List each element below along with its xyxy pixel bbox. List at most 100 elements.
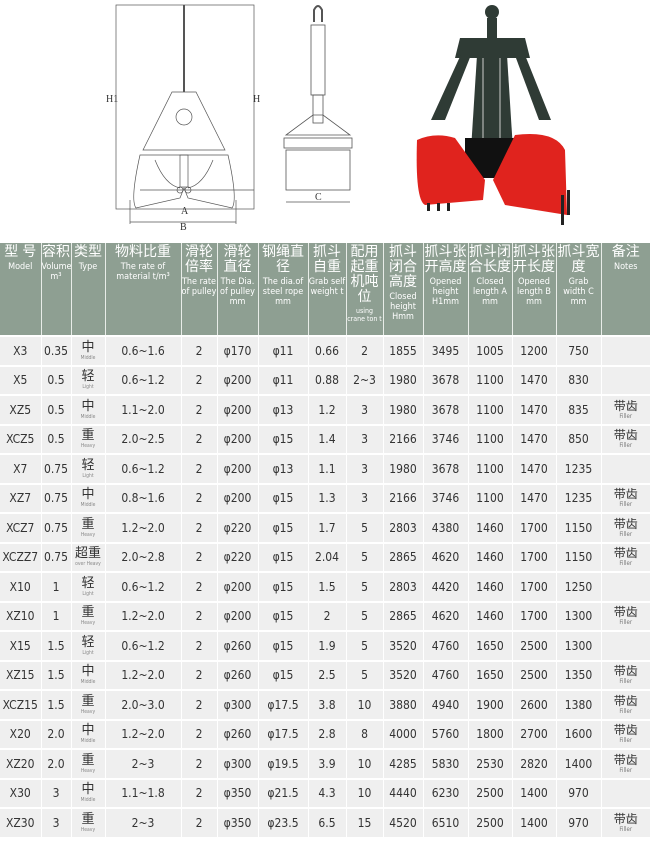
cell-closed-l: 2500 xyxy=(467,807,512,837)
column-header-cn: 配用起重机吨位 xyxy=(350,244,379,305)
note-en: Filler xyxy=(619,825,633,833)
note-en: Filler xyxy=(619,737,633,745)
type-cn: 重 xyxy=(81,693,95,709)
cell-model: X5 xyxy=(0,364,41,395)
cell-pulley-rate: 2 xyxy=(180,777,217,808)
cell-notes: 带齿 Filler xyxy=(600,748,650,779)
cell-material: 1.2~2.0 xyxy=(104,659,181,690)
type-cn: 中 xyxy=(81,339,95,355)
cell-rope-dia: φ11 xyxy=(257,335,308,366)
cell-pulley-rate: 2 xyxy=(180,718,217,749)
cell-type: 重 Heavy xyxy=(70,423,105,454)
cell-opened-l: 2820 xyxy=(511,748,556,779)
cell-model: XZ20 xyxy=(0,748,41,779)
cell-material: 2~3 xyxy=(104,807,181,837)
column-header: 抓斗自重 Grab self weight t xyxy=(307,243,346,336)
cell-model: XCZZ7 xyxy=(0,541,41,572)
type-en: Heavy xyxy=(80,767,96,774)
cell-opened-l: 1470 xyxy=(511,453,556,484)
cell-pulley-rate: 2 xyxy=(180,600,217,631)
cell-rope-dia: φ11 xyxy=(257,364,308,395)
column-header: 物料比重 The rate of material t/m³ xyxy=(104,243,181,336)
cell-model: X20 xyxy=(0,718,41,749)
type-cn: 超重 xyxy=(74,546,101,562)
cell-rope-dia: φ15 xyxy=(257,512,308,543)
cell-closed-h: 2865 xyxy=(382,541,423,572)
cell-pulley-dia: φ200 xyxy=(216,423,258,454)
cell-closed-l: 2530 xyxy=(467,748,512,779)
cell-closed-l: 2500 xyxy=(467,777,512,808)
cell-crane: 2 xyxy=(345,335,383,366)
cell-notes: 带齿 Filler xyxy=(600,689,650,720)
table-row: XCZ5 0.5 重 Heavy 2.0~2.5 2 φ200 φ15 1.4 3 2166 3746… xyxy=(0,423,650,454)
column-header: 抓斗闭合长度 Closed length A mm xyxy=(467,243,512,336)
table-row: X3 0.35 中 Middle 0.6~1.6 2 φ170 φ11 0.66 2 1855 349… xyxy=(0,335,650,366)
cell-width: 750 xyxy=(555,335,601,366)
cell-weight: 1.2 xyxy=(307,394,346,425)
type-en: Light xyxy=(82,384,94,391)
column-header-cn: 抓斗自重 xyxy=(313,244,341,275)
column-header: 滑轮直径 The Dia. of pulley mm xyxy=(216,243,258,336)
cell-material: 0.6~1.2 xyxy=(104,571,181,602)
type-en: Light xyxy=(82,590,94,597)
cell-opened-h: 5760 xyxy=(422,718,468,749)
cell-type: 轻 Light xyxy=(70,364,105,395)
cell-model: XCZ7 xyxy=(0,512,41,543)
cell-type: 超重 over Heavy xyxy=(70,541,105,572)
table-row: XCZ7 0.75 重 Heavy 1.2~2.0 2 φ220 φ15 1.7 5 2803 438… xyxy=(0,512,650,543)
cell-opened-h: 3678 xyxy=(422,394,468,425)
cell-material: 2.0~3.0 xyxy=(104,689,181,720)
cell-weight: 1.5 xyxy=(307,571,346,602)
cell-opened-l: 2700 xyxy=(511,718,556,749)
cell-pulley-dia: φ200 xyxy=(216,482,258,513)
type-cn: 轻 xyxy=(81,575,95,591)
cell-opened-l: 2500 xyxy=(511,630,556,661)
column-header-en: Grab width C mm xyxy=(563,277,594,307)
cell-opened-l: 2500 xyxy=(511,659,556,690)
cell-opened-l: 2600 xyxy=(511,689,556,720)
table-row: XZ20 2.0 重 Heavy 2~3 2 φ300 φ19.5 3.9 10 4285 5830 2… xyxy=(0,748,650,779)
dim-label-h1: H1 xyxy=(106,94,118,105)
cell-width: 1400 xyxy=(555,748,601,779)
cell-volume: 3 xyxy=(40,777,71,808)
table-row: XZ30 3 重 Heavy 2~3 2 φ350 φ23.5 6.5 15 4520 6510 250… xyxy=(0,807,650,837)
cell-pulley-dia: φ200 xyxy=(216,600,258,631)
cell-width: 1250 xyxy=(555,571,601,602)
cell-volume: 0.75 xyxy=(40,453,71,484)
cell-opened-h: 4940 xyxy=(422,689,468,720)
cell-model: X3 xyxy=(0,335,41,366)
note-cn: 带齿 xyxy=(613,693,638,708)
table-header-row: 型 号 Model 容积 Volume m³ 类型 Type 物料比重 The rate of… xyxy=(0,243,650,336)
column-header: 抓斗宽度 Grab width C mm xyxy=(555,243,601,336)
column-header-cn: 抓斗张开高度 xyxy=(424,244,467,275)
cell-pulley-dia: φ260 xyxy=(216,718,258,749)
cell-weight: 2.8 xyxy=(307,718,346,749)
cell-crane: 10 xyxy=(345,689,383,720)
cell-rope-dia: φ15 xyxy=(257,423,308,454)
note-cn: 带齿 xyxy=(613,752,638,767)
cell-model: X15 xyxy=(0,630,41,661)
cell-opened-l: 1470 xyxy=(511,364,556,395)
cell-width: 1300 xyxy=(555,600,601,631)
column-header: 抓斗张开长度 Opened length B mm xyxy=(511,243,556,336)
type-en: Middle xyxy=(80,679,96,686)
cell-weight: 4.3 xyxy=(307,777,346,808)
cell-pulley-rate: 2 xyxy=(180,748,217,779)
cell-model: XZ5 xyxy=(0,394,41,425)
type-cn: 中 xyxy=(81,487,95,503)
specification-table: 型 号 Model 容积 Volume m³ 类型 Type 物料比重 The rate of… xyxy=(0,243,650,837)
cell-closed-h: 1980 xyxy=(382,364,423,395)
cell-model: XZ15 xyxy=(0,659,41,690)
cell-volume: 0.75 xyxy=(40,512,71,543)
table-row: XCZ15 1.5 重 Heavy 2.0~3.0 2 φ300 φ17.5 3.8 10 3880… xyxy=(0,689,650,720)
cell-notes xyxy=(600,571,650,602)
dim-label-h: H xyxy=(253,94,260,105)
cell-volume: 2.0 xyxy=(40,748,71,779)
type-en: Middle xyxy=(80,413,96,420)
cell-material: 0.6~1.2 xyxy=(104,630,181,661)
cell-pulley-dia: φ260 xyxy=(216,659,258,690)
cell-notes: 带齿 Filler xyxy=(600,541,650,572)
cell-opened-l: 1200 xyxy=(511,335,556,366)
cell-type: 中 Middle xyxy=(70,482,105,513)
cell-type: 中 Middle xyxy=(70,777,105,808)
